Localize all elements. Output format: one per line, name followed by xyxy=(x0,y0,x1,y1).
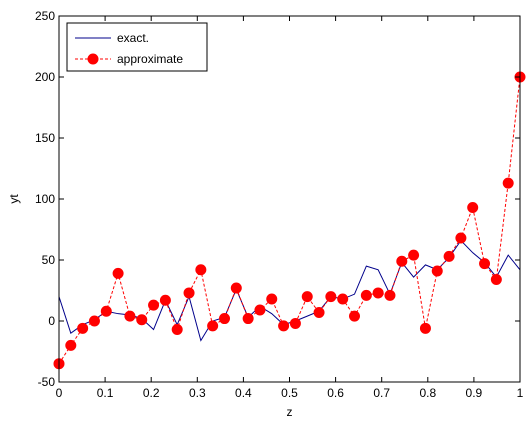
y-tick-label: 150 xyxy=(35,131,55,145)
approximate-point xyxy=(195,264,207,276)
x-tick-label: 0.9 xyxy=(466,386,483,400)
y-axis-label: yt xyxy=(7,194,21,204)
approximate-point xyxy=(419,322,431,334)
x-axis-label: z xyxy=(287,405,293,419)
approximate-point xyxy=(325,291,337,303)
x-tick-label: 0 xyxy=(56,386,63,400)
approximate-point xyxy=(124,310,136,322)
x-tick-label: 0.4 xyxy=(235,386,252,400)
approximate-point xyxy=(289,317,301,329)
approximate-point xyxy=(112,267,124,279)
plot-area xyxy=(59,16,520,382)
y-tick-label: 100 xyxy=(35,192,55,206)
approximate-point xyxy=(490,274,502,286)
approximate-point xyxy=(242,313,254,325)
approximate-point xyxy=(254,304,266,316)
x-tick-label: 0.1 xyxy=(97,386,114,400)
series-layer xyxy=(53,71,526,370)
approximate-point xyxy=(159,294,171,306)
approximate-point xyxy=(337,293,349,305)
approximate-point xyxy=(171,324,183,336)
approximate-point xyxy=(372,287,384,299)
approximate-point xyxy=(443,250,455,262)
legend-approx-marker xyxy=(87,53,99,65)
approximate-point xyxy=(100,305,112,317)
approximate-point xyxy=(301,291,313,303)
approximate-point xyxy=(467,202,479,214)
approximate-point xyxy=(479,258,491,270)
approximate-point xyxy=(396,255,408,267)
approximate-point xyxy=(349,310,361,322)
approximate-point xyxy=(360,289,372,301)
approximate-point xyxy=(278,320,290,332)
x-tick-label: 0.7 xyxy=(373,386,390,400)
approximate-point xyxy=(218,313,230,325)
x-tick-label: 0.6 xyxy=(327,386,344,400)
y-tick-label: 0 xyxy=(48,314,55,328)
y-tick-label: -50 xyxy=(38,375,56,389)
x-tick-label: 1 xyxy=(517,386,524,400)
approximate-series-line xyxy=(58,76,521,364)
approximate-point xyxy=(207,320,219,332)
x-tick-label: 0.5 xyxy=(281,386,298,400)
approximate-point xyxy=(455,232,467,244)
tick-layer: 0 0.1 0.2 0.3 0.4 0.5 0.6 0.7 0.8 0.9 1-5005010015… xyxy=(35,9,524,400)
approximate-point xyxy=(408,249,420,261)
approximate-point xyxy=(431,265,443,277)
approximate-point xyxy=(502,177,514,189)
x-tick-label: 0.8 xyxy=(419,386,436,400)
y-tick-label: 50 xyxy=(42,253,56,267)
approximate-point xyxy=(148,299,160,311)
x-tick-label: 0.2 xyxy=(143,386,160,400)
approximate-point xyxy=(88,315,100,327)
approximate-point xyxy=(313,306,325,318)
y-tick-label: 250 xyxy=(35,9,55,23)
approximate-point xyxy=(65,339,77,351)
legend: exact. approximate xyxy=(66,22,208,72)
approximate-point xyxy=(266,293,278,305)
y-tick-label: 200 xyxy=(35,70,55,84)
approximate-point xyxy=(230,282,242,294)
approximate-point xyxy=(136,314,148,326)
approximate-point xyxy=(77,322,89,334)
x-tick-label: 0.3 xyxy=(189,386,206,400)
approximate-point xyxy=(384,289,396,301)
legend-exact-label: exact. xyxy=(117,31,149,45)
legend-approx-label: approximate xyxy=(117,52,183,66)
approximate-point xyxy=(183,287,195,299)
